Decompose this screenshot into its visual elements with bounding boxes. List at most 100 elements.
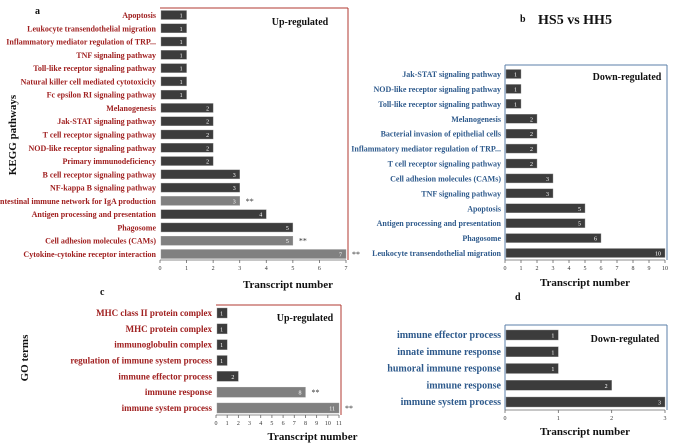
panel-d-x-tick-label: 0 <box>504 416 507 422</box>
panel-b-bar <box>505 158 538 169</box>
panel-a-bar-value-label: 1 <box>180 67 183 73</box>
panel-c-category-label: immune effector process <box>118 371 212 381</box>
panel-c-y-axis-title: GO terms <box>19 334 31 381</box>
panel-d-bar-value-label: 1 <box>551 350 554 356</box>
panel-a-x-tick-label: 0 <box>159 266 162 272</box>
figure-title: HS5 vs HH5 <box>538 13 612 28</box>
panel-b-bar <box>505 69 522 79</box>
panel-c-x-tick-label: 3 <box>248 421 251 427</box>
panel-c-x-tick-label: 0 <box>215 421 218 427</box>
panel-a-category-label: Leukocyte transendothelial migration <box>27 24 156 33</box>
panel-c-x-tick-label: 2 <box>237 421 240 427</box>
panel-a-category-label: Fc epsilon RI signaling pathway <box>47 91 156 100</box>
panel-a-bar-value-label: 2 <box>206 146 209 152</box>
panel-c-bar <box>216 323 228 335</box>
panel-a-category-label: Melanogenesis <box>106 104 156 113</box>
panel-b-x-tick-label: 4 <box>568 266 571 272</box>
panel-b-category-label: Apoptosis <box>467 204 501 213</box>
panel-a-category-label: TNF signaling pathway <box>76 51 156 60</box>
panel-a-x-axis-title: Transcript number <box>243 279 333 291</box>
panel-a-bar <box>160 143 214 153</box>
panel-a-bar <box>160 89 187 100</box>
panel-a-bar-value-label: 7 <box>339 253 342 259</box>
panel-a-bar-value-label: 1 <box>180 93 183 99</box>
panel-a-bar <box>160 76 187 87</box>
panel-b-bar <box>505 143 538 154</box>
panel-c-bar-value-label: 2 <box>231 375 234 381</box>
panel-b-bar-value-label: 5 <box>578 222 581 228</box>
panel-a-significance-marker: ** <box>352 250 360 259</box>
panel-b-bar <box>505 203 586 213</box>
panel-a-label: a <box>35 6 40 17</box>
panel-a-bar <box>160 249 347 259</box>
panel-a-bar-value-label: 3 <box>233 173 236 179</box>
panel-a-category-label: Inflammatory mediator regulation of TRP.… <box>6 38 156 47</box>
panel-c-bar-value-label: 11 <box>329 407 335 413</box>
panel-b-bar <box>505 248 666 258</box>
panel-b-category-label: Inflammatory mediator regulation of TRP.… <box>351 145 501 154</box>
panel-c-x-tick-label: 1 <box>226 421 229 427</box>
panel-a-x-tick-label: 2 <box>212 266 215 272</box>
panel-b-bar-value-label: 2 <box>530 162 533 168</box>
panel-b-bar <box>505 188 554 199</box>
panel-a-bar-value-label: 1 <box>180 80 183 86</box>
panel-b-bar-value-label: 6 <box>594 237 597 243</box>
panel-b-bar <box>505 233 602 243</box>
panel-d-bar-value-label: 1 <box>551 367 554 373</box>
panel-c-bar-value-label: 1 <box>220 327 223 333</box>
panel-d-bar-value-label: 1 <box>551 334 554 340</box>
panel-c-x-tick-label: 5 <box>270 421 273 427</box>
panel-a-bar <box>160 129 214 140</box>
panel-b-bar-value-label: 2 <box>530 147 533 153</box>
panel-b-x-tick-label: 8 <box>632 266 635 272</box>
panel-c-bar <box>216 355 228 366</box>
panel-a-category-label: Intestinal immune network for IgA produc… <box>0 197 157 206</box>
panel-b-category-label: Bacterial invasion of epithelial cells <box>381 130 501 139</box>
panel-b-bar-value-label: 1 <box>514 73 517 79</box>
panel-a-category-label: Cell adhesion molecules (CAMs) <box>45 237 156 246</box>
panel-a-bar <box>160 209 267 219</box>
panel-b-category-label: Phagosome <box>462 234 501 243</box>
panel-a-bar-value-label: 1 <box>180 14 183 20</box>
panel-b-category-label: T cell receptor signaling pathway <box>388 160 501 169</box>
panel-d-x-tick-label: 2 <box>610 416 613 422</box>
panel-a-significance-marker: ** <box>299 237 307 246</box>
panel-c-significance-marker: ** <box>345 404 353 413</box>
panel-a-category-label: Antigen processing and presentation <box>32 210 157 219</box>
panel-a-bar <box>160 36 187 47</box>
panel-b-bar <box>505 173 554 184</box>
panel-a-bar <box>160 236 294 246</box>
panel-b-x-tick-label: 3 <box>552 266 555 272</box>
panel-d-bar-value-label: 3 <box>658 401 661 407</box>
panel-a-category-label: Natural killer cell mediated cytotoxicit… <box>21 77 156 86</box>
panel-c-bar <box>216 307 228 319</box>
panel-b-bar <box>505 128 538 139</box>
panel-b-bar-value-label: 3 <box>546 192 549 198</box>
panel-d-x-tick-label: 3 <box>664 416 667 422</box>
panel-b-bar-value-label: 1 <box>514 87 517 93</box>
panel-c-label: c <box>100 287 105 298</box>
panel-c-bar-value-label: 1 <box>220 359 223 365</box>
panel-a-bar <box>160 222 294 233</box>
panel-a-bar <box>160 182 240 193</box>
panel-c-category-label: immune response <box>145 387 212 397</box>
panel-b-bar-value-label: 3 <box>546 177 549 183</box>
panel-d-annotation: Down-regulated <box>591 334 660 345</box>
panel-b-x-axis-title: Transcript number <box>540 277 630 289</box>
panel-a-bar <box>160 116 214 126</box>
panel-c-bar-value-label: 8 <box>298 391 301 397</box>
panel-a-bar <box>160 196 240 206</box>
panel-b-bar <box>505 99 522 109</box>
panel-a-category-label: Jak-STAT signaling pathway <box>57 117 156 126</box>
panel-b-category-label: Toll-like receptor signaling pathway <box>378 100 501 109</box>
panel-a-bar-value-label: 3 <box>233 199 236 205</box>
panel-b-x-tick-label: 2 <box>536 266 539 272</box>
panel-a-category-label: Toll-like receptor signaling pathway <box>33 64 156 73</box>
panel-b-bar <box>505 84 522 94</box>
panel-b-category-label: Melanogenesis <box>451 115 501 124</box>
panel-b-x-tick-label: 5 <box>584 266 587 272</box>
panel-c-category-label: immunoglobulin complex <box>114 340 212 350</box>
panel-c-bar <box>216 402 340 414</box>
panel-a-bar-value-label: 2 <box>206 106 209 112</box>
